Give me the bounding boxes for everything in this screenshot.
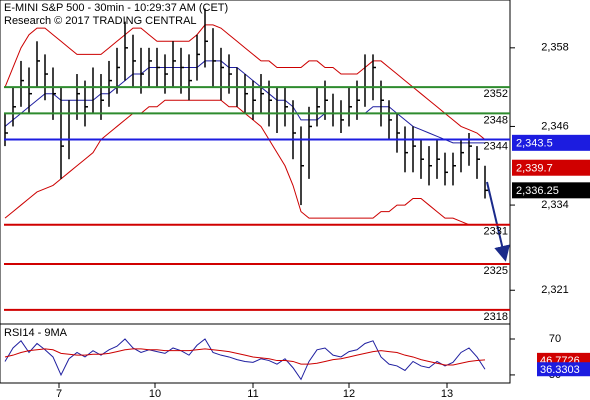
level-label: 2352 [484,88,508,100]
y-tick-label: 2,321 [541,284,569,296]
plot-area [4,8,488,226]
x-tick-label: 10 [149,388,161,400]
plot-frame [0,0,511,384]
value-label-box [537,362,590,377]
y-tick-label: 70 [549,333,561,345]
band-line [4,24,486,140]
level-label: 2318 [484,311,508,323]
price-label: 2,336.25 [516,185,559,197]
y-tick-label: 2,346 [541,120,569,132]
price-label: 2,343.5 [516,138,553,150]
price-label: 2,339.7 [516,163,553,175]
y-tick-label: 2,358 [541,42,569,54]
x-tick-label: 7 [56,388,62,400]
rsi-line [4,348,486,366]
y-tick-label: 2,334 [541,199,569,211]
level-label: 2325 [484,265,508,277]
price-label-box [512,134,590,151]
chart-title: E-MINI S&P 500 - 30min - 10:29:37 AM (CE… [4,2,228,14]
rsi-line [4,338,486,381]
level-label: 2348 [484,114,508,126]
value-label: 36.3303 [540,364,580,376]
x-tick-label: 12 [343,388,355,400]
level-label: 2331 [484,226,508,238]
price-label-box [512,159,590,176]
price-label-box [512,182,590,199]
forecast-arrow [486,181,510,262]
x-tick-label: 13 [441,388,453,400]
x-tick-label: 11 [247,388,258,400]
plot-area [4,338,486,381]
chart-subtitle: Research © 2017 TRADING CENTRAL [4,15,197,27]
level-label: 2344 [484,140,508,152]
rsi-title: RSI14 - 9MA [4,327,68,339]
